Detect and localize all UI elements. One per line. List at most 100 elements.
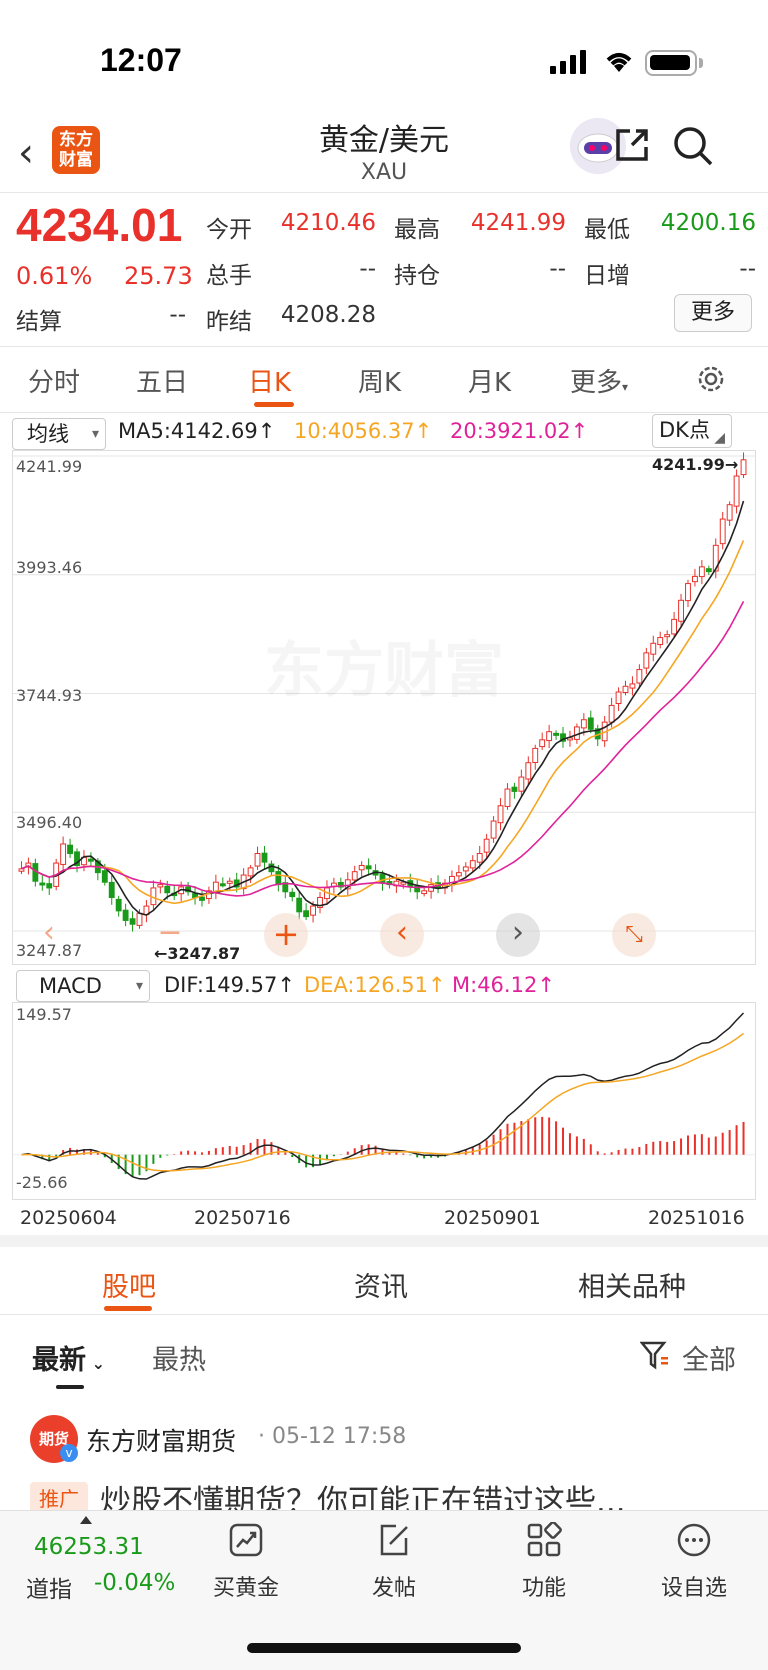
candle-body <box>650 642 657 655</box>
battery-cap <box>699 58 703 68</box>
tab-related[interactable]: 相关品种 <box>578 1272 686 1303</box>
x-tick-label: 20250604 <box>20 1207 117 1229</box>
candle-body <box>219 883 226 887</box>
kline-chart-panel[interactable]: 东方财富 <box>12 450 756 965</box>
buy-gold-icon[interactable] <box>228 1522 264 1558</box>
tab-intraday[interactable]: 分时 <box>28 368 81 398</box>
candle-body <box>157 884 164 888</box>
candle-body <box>136 912 143 926</box>
search-icon[interactable] <box>672 125 714 167</box>
tab-weekly-k[interactable]: 周K <box>358 368 402 398</box>
divider <box>0 1314 768 1315</box>
candle-body <box>87 858 94 862</box>
post-author[interactable]: 东方财富期货 <box>86 1427 237 1456</box>
x-tick-label: 20250716 <box>194 1207 291 1229</box>
settings-gear-icon[interactable] <box>694 362 728 396</box>
index-up-arrow <box>80 1516 92 1524</box>
scroll-far-left-button[interactable]: ‹ <box>43 915 55 950</box>
sort-hot[interactable]: 最热 <box>152 1345 206 1376</box>
tab-guba[interactable]: 股吧 <box>102 1272 156 1303</box>
macd-select[interactable]: MACD ▾ <box>16 970 150 1002</box>
tab-daily-k[interactable]: 日K <box>248 368 292 398</box>
ma20-line <box>21 601 745 897</box>
zoom-out-button[interactable]: − <box>157 915 183 950</box>
scroll-right-button[interactable]: › <box>496 913 540 957</box>
candle-body <box>129 918 136 925</box>
high-value: 4241.99 <box>470 210 566 236</box>
post-edit-icon[interactable] <box>376 1522 412 1558</box>
y-tick-label: 3744.93 <box>16 686 83 705</box>
candle-body <box>421 890 428 895</box>
nav-functions[interactable]: 功能 <box>521 1576 566 1601</box>
candle-body <box>261 852 268 863</box>
nav-add-watchlist[interactable]: 设自选 <box>660 1576 727 1601</box>
ma10-value: 10:4056.37↑ <box>294 419 433 443</box>
candle-body <box>476 853 483 863</box>
ma10-line <box>21 540 745 905</box>
app-logo[interactable]: 东方财富 <box>52 126 100 174</box>
verified-badge-icon: v <box>60 1444 78 1462</box>
scroll-left-button[interactable]: ‹ <box>380 913 424 957</box>
min-price-marker: ←3247.87 <box>154 944 241 963</box>
candle-body <box>629 683 636 689</box>
sort-latest[interactable]: 最新 ⌄ <box>32 1345 105 1376</box>
ma-select[interactable]: 均线 ▾ <box>12 418 106 450</box>
tab-more-periods[interactable]: 更多▾ <box>570 368 629 398</box>
divider <box>0 346 768 347</box>
ai-assistant-icon[interactable] <box>570 118 626 174</box>
zoom-in-button[interactable]: + <box>264 913 308 957</box>
home-indicator <box>247 1643 521 1653</box>
x-tick-label: 20250901 <box>444 1207 541 1229</box>
macd-chart-panel[interactable] <box>12 1002 756 1200</box>
function-grid-icon[interactable] <box>526 1522 562 1558</box>
watchlist-chat-icon[interactable] <box>676 1522 712 1558</box>
candle-body <box>199 896 205 901</box>
candle-body <box>226 880 233 884</box>
candle-body <box>317 896 323 909</box>
more-quote-button[interactable]: 更多 <box>674 294 752 332</box>
candle-body <box>351 871 358 881</box>
macd-chart[interactable] <box>13 1003 755 1199</box>
volume-value: -- <box>359 256 376 282</box>
dk-point-button[interactable]: DK点 ◢ <box>652 414 732 448</box>
prev-settle-value: 4208.28 <box>280 302 376 328</box>
share-icon[interactable] <box>612 125 652 165</box>
y-tick-label: 4241.99 <box>16 457 83 476</box>
kline-chart[interactable]: 东方财富 <box>13 451 755 964</box>
candle-body <box>101 870 108 883</box>
watermark-text: 东方财富 <box>264 636 504 706</box>
filter-all[interactable]: 全部 <box>682 1345 736 1376</box>
candle-body <box>504 788 511 807</box>
dow-index-change[interactable]: -0.04% <box>94 1570 176 1596</box>
candle-body <box>365 865 372 870</box>
candle-body <box>469 860 476 869</box>
ma20-value: 20:3921.02↑ <box>450 419 589 443</box>
candle-body <box>46 883 53 889</box>
candle-body <box>712 544 719 572</box>
fullscreen-button[interactable]: ⤡ <box>612 913 656 957</box>
candle-body <box>580 719 587 729</box>
candle-body <box>462 866 469 872</box>
candle-body <box>455 872 462 877</box>
open-value: 4210.46 <box>280 210 376 236</box>
tab-news[interactable]: 资讯 <box>354 1272 408 1303</box>
candle-body <box>164 885 171 894</box>
tab-five-day[interactable]: 五日 <box>136 368 189 398</box>
status-time: 12:07 <box>100 42 182 78</box>
ma-select-label: 均线 <box>27 422 69 446</box>
macd-select-label: MACD <box>39 974 102 998</box>
tab-monthly-k[interactable]: 月K <box>468 368 512 398</box>
dow-index-label[interactable]: 道指 <box>26 1577 72 1603</box>
candle-body <box>511 786 518 792</box>
page-title: 黄金/美元 <box>318 123 450 158</box>
candle-body <box>247 867 254 877</box>
dk-label: DK点 <box>659 418 710 442</box>
battery-icon <box>645 50 697 76</box>
dea-line <box>21 1032 744 1172</box>
candle-body <box>296 897 303 913</box>
filter-icon[interactable] <box>640 1340 670 1370</box>
nav-post[interactable]: 发帖 <box>371 1576 416 1601</box>
back-icon[interactable]: ‹ <box>18 130 34 176</box>
dow-index-value[interactable]: 46253.31 <box>34 1534 144 1560</box>
nav-buy-gold[interactable]: 买黄金 <box>212 1576 279 1601</box>
